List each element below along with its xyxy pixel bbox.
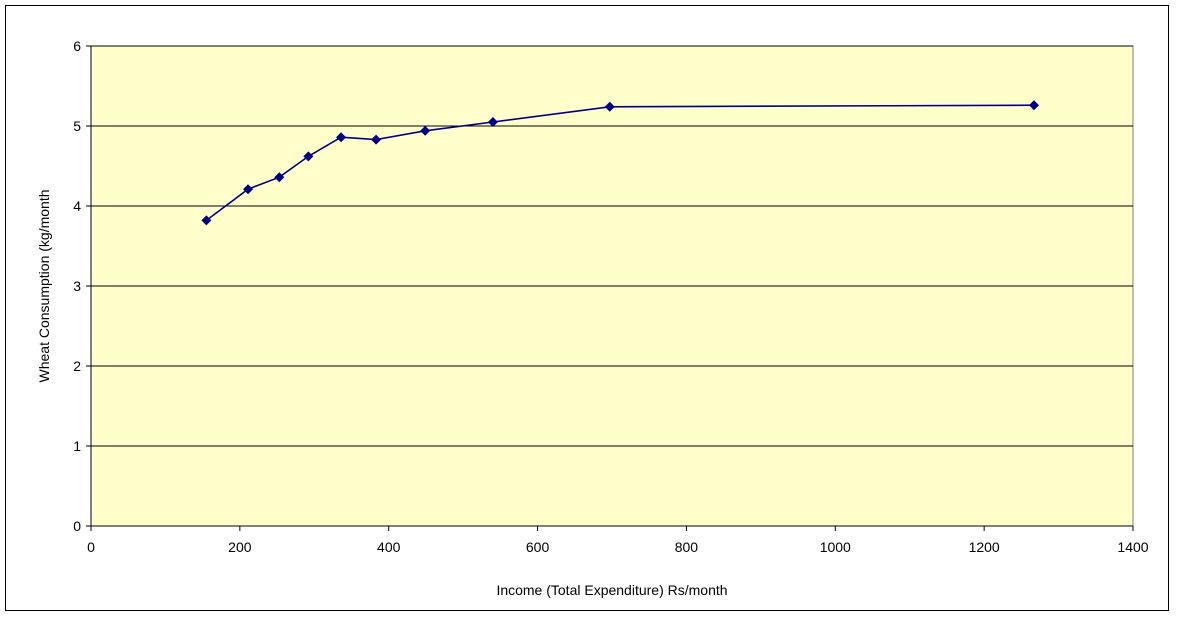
axes xyxy=(86,45,1134,531)
data-point-1 xyxy=(243,184,254,195)
data-point-5 xyxy=(371,134,382,145)
x-tick-label-0: 0 xyxy=(87,539,95,555)
y-tick-label-2: 2 xyxy=(73,358,81,374)
y-tick-label-6: 6 xyxy=(73,38,81,54)
x-axis-title: Income (Total Expenditure) Rs/month xyxy=(496,582,727,598)
x-tick-label-7: 1400 xyxy=(1117,539,1148,555)
series-line-0 xyxy=(205,104,1035,222)
gridlines xyxy=(91,45,1133,447)
data-point-2 xyxy=(274,172,285,183)
data-point-4 xyxy=(336,132,347,143)
x-tick-label-4: 800 xyxy=(675,539,699,555)
y-tick-label-1: 1 xyxy=(73,438,81,454)
data-point-0 xyxy=(201,215,212,226)
y-axis-title: Wheat Consumption (kg/month xyxy=(36,190,52,383)
tick-labels: 0 1 2 3 4 5 6 0 200 400 600 800 1000 1200 1400 xyxy=(73,38,1149,555)
series xyxy=(201,100,1040,226)
data-point-3 xyxy=(303,151,314,162)
x-tick-label-3: 600 xyxy=(526,539,550,555)
data-point-9 xyxy=(1029,100,1040,111)
x-tick-label-2: 400 xyxy=(377,539,401,555)
y-tick-label-0: 0 xyxy=(73,518,81,534)
y-tick-label-5: 5 xyxy=(73,118,81,134)
data-point-6 xyxy=(420,125,431,136)
x-tick-label-5: 1000 xyxy=(820,539,851,555)
x-tick-label-1: 200 xyxy=(228,539,252,555)
data-point-8 xyxy=(604,101,615,112)
x-tick-label-6: 1200 xyxy=(969,539,1000,555)
data-point-7 xyxy=(487,117,498,127)
y-tick-label-4: 4 xyxy=(73,198,81,214)
y-tick-label-3: 3 xyxy=(73,278,81,294)
